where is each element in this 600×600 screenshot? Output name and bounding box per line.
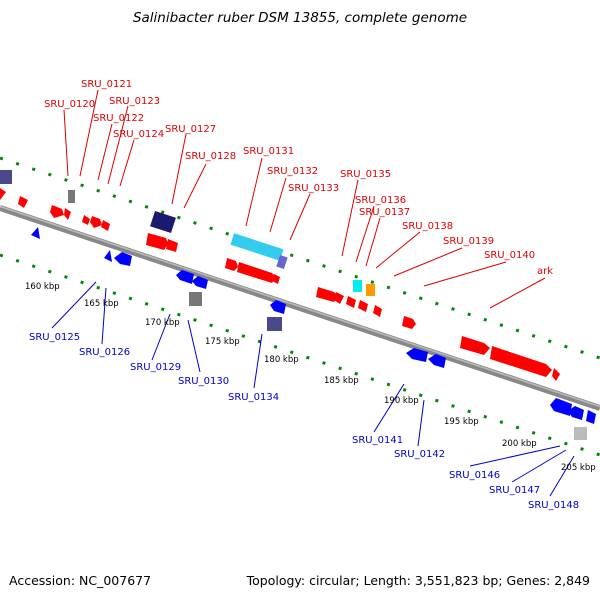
gene-arrow[interactable]	[237, 262, 276, 283]
kbp-label: 165 kbp	[84, 299, 119, 309]
gene-box[interactable]	[366, 284, 375, 296]
gene-label[interactable]: SRU_0131	[243, 146, 294, 157]
gene-arrow[interactable]	[460, 336, 490, 355]
gene-arrow[interactable]	[146, 233, 168, 250]
forward-genes	[0, 170, 560, 381]
gene-arrow[interactable]	[104, 250, 112, 262]
kbp-label: 185 kbp	[324, 376, 359, 386]
gene-label[interactable]: SRU_0138	[402, 221, 453, 232]
gene-label[interactable]: SRU_0124	[113, 129, 164, 140]
gene-label[interactable]: SRU_0121	[81, 79, 132, 90]
kbp-label: 195 kbp	[444, 417, 479, 427]
gene-arrow[interactable]	[334, 292, 344, 304]
gene-arrow[interactable]	[114, 252, 132, 266]
gene-label[interactable]: SRU_0127	[165, 124, 216, 135]
gene-arrow[interactable]	[373, 305, 382, 317]
gene-arrow[interactable]	[101, 220, 110, 231]
kbp-label: 170 kbp	[145, 318, 180, 328]
genome-backbone	[0, 205, 600, 411]
gene-label[interactable]: SRU_0140	[484, 250, 535, 261]
gene-box[interactable]	[189, 292, 202, 306]
gene-label[interactable]: SRU_0134	[228, 392, 279, 403]
gene-arrow[interactable]	[166, 239, 178, 252]
gene-label[interactable]: SRU_0137	[359, 207, 410, 218]
gene-arrow[interactable]	[90, 216, 102, 228]
gene-arrow[interactable]	[490, 346, 552, 377]
gene-label[interactable]: SRU_0120	[44, 99, 95, 110]
gene-label[interactable]: SRU_0148	[528, 500, 579, 511]
gene-label[interactable]: SRU_0126	[79, 347, 130, 358]
gene-arrow[interactable]	[225, 258, 238, 271]
gene-box[interactable]	[150, 210, 176, 234]
forward-leader-lines	[63, 89, 546, 309]
forward-gene-labels: SRU_0120 SRU_0121 SRU_0122 SRU_0123 SRU_…	[44, 79, 553, 277]
inner-tick-track	[0, 253, 600, 457]
gene-label[interactable]: SRU_0129	[130, 362, 181, 373]
gene-arrow[interactable]	[50, 205, 64, 218]
gene-label[interactable]: SRU_0139	[443, 236, 494, 247]
gene-box[interactable]	[230, 233, 284, 261]
gene-arrow[interactable]	[568, 406, 584, 420]
gene-label[interactable]: SRU_0125	[29, 332, 80, 343]
gene-box[interactable]	[0, 170, 12, 184]
gene-label[interactable]: SRU_0130	[178, 376, 229, 387]
reverse-leader-lines	[51, 281, 575, 497]
gene-arrow[interactable]	[270, 300, 286, 314]
gene-arrow[interactable]	[586, 410, 596, 424]
kbp-label: 200 kbp	[502, 439, 537, 449]
gene-arrow[interactable]	[346, 296, 356, 308]
gene-arrow[interactable]	[272, 274, 280, 284]
gene-box[interactable]	[68, 190, 75, 203]
gene-label[interactable]: SRU_0132	[267, 166, 318, 177]
gene-label[interactable]: SRU_0133	[288, 183, 339, 194]
scale-labels: 160 kbp 165 kbp 170 kbp 175 kbp 180 kbp …	[25, 282, 596, 473]
map-title: Salinibacter ruber DSM 13855, complete g…	[132, 10, 468, 26]
gene-label[interactable]: SRU_0142	[394, 449, 445, 460]
gene-label[interactable]: SRU_0141	[352, 435, 403, 446]
gene-arrow[interactable]	[550, 398, 572, 416]
gene-label[interactable]: SRU_0122	[93, 113, 144, 124]
gene-box[interactable]	[267, 317, 282, 331]
gene-arrow[interactable]	[192, 276, 208, 289]
genome-summary-text: Topology: circular; Length: 3,551,823 bp…	[246, 573, 590, 588]
gene-arrow[interactable]	[0, 188, 6, 200]
gene-arrow[interactable]	[358, 300, 368, 312]
gene-arrow[interactable]	[18, 196, 28, 208]
gene-label[interactable]: SRU_0135	[340, 169, 391, 180]
genome-backbone-highlight	[0, 205, 600, 408]
kbp-label: 160 kbp	[25, 282, 60, 292]
reverse-gene-labels: SRU_0125 SRU_0126 SRU_0129 SRU_0130 SRU_…	[29, 332, 579, 511]
gene-box[interactable]	[574, 427, 587, 440]
gene-label[interactable]: SRU_0128	[185, 151, 236, 162]
kbp-label: 205 kbp	[561, 463, 596, 473]
accession-text: Accession: NC_007677	[9, 573, 152, 588]
outer-tick-track	[0, 156, 600, 360]
gene-box[interactable]	[276, 255, 288, 269]
gene-box[interactable]	[353, 280, 362, 292]
gene-arrow[interactable]	[31, 227, 40, 239]
gene-arrow[interactable]	[406, 348, 428, 362]
gene-arrow[interactable]	[64, 208, 71, 220]
reverse-genes	[31, 227, 596, 440]
gene-label[interactable]: ark	[537, 266, 553, 277]
gene-label[interactable]: SRU_0147	[489, 485, 540, 496]
gene-label[interactable]: SRU_0123	[109, 96, 160, 107]
gene-arrow[interactable]	[82, 215, 90, 225]
gene-arrow[interactable]	[176, 270, 194, 284]
kbp-label: 175 kbp	[205, 337, 240, 347]
kbp-label: 180 kbp	[264, 355, 299, 365]
gene-arrow[interactable]	[552, 368, 560, 381]
gene-label[interactable]: SRU_0146	[449, 470, 500, 481]
kbp-label: 190 kbp	[384, 396, 419, 406]
gene-arrow[interactable]	[428, 354, 446, 368]
gene-arrow[interactable]	[402, 316, 416, 329]
gene-label[interactable]: SRU_0136	[355, 195, 406, 206]
gene-arrow[interactable]	[316, 287, 338, 302]
